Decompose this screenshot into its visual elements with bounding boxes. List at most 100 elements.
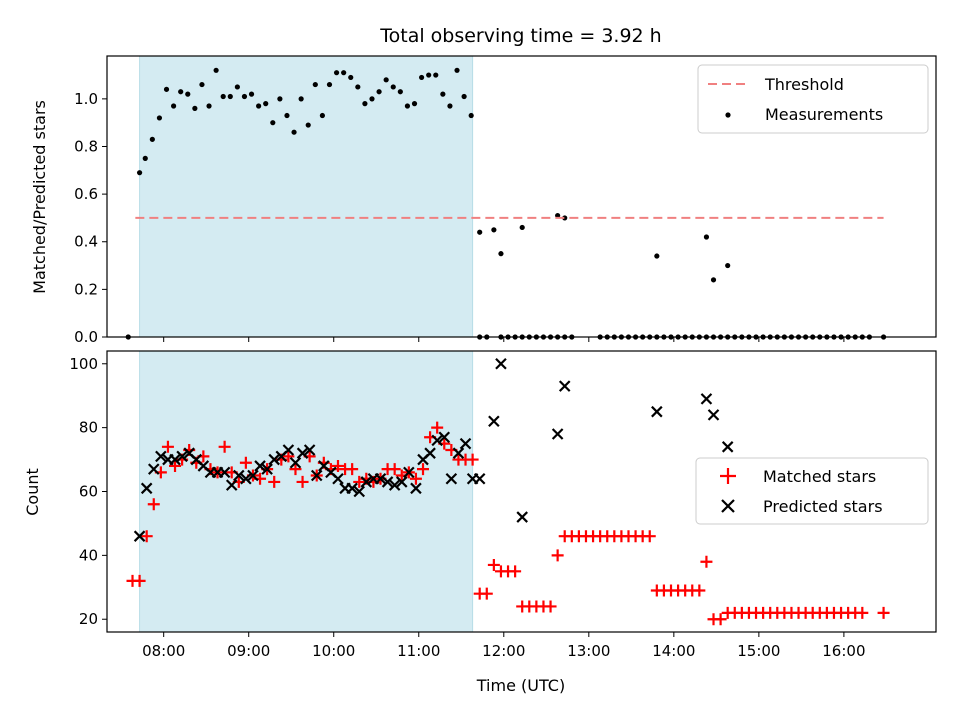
measurement-point xyxy=(491,227,497,233)
predicted-star-point xyxy=(289,456,302,469)
measurement-point xyxy=(411,101,418,107)
predicted-star-point xyxy=(721,441,734,453)
matched-star-point xyxy=(161,440,174,453)
predicted-star-point xyxy=(495,357,507,370)
matched-star-point xyxy=(417,463,430,476)
measurement-point xyxy=(136,170,143,176)
predicted-star-point xyxy=(155,450,167,463)
measurement-point xyxy=(326,81,333,88)
measurement-point xyxy=(220,93,226,100)
top-x-axis xyxy=(163,337,845,342)
measurement-point xyxy=(376,89,382,95)
measurement-point xyxy=(171,103,177,109)
top-y-tick-label: 1.0 xyxy=(74,90,98,108)
measurement-point xyxy=(710,277,717,283)
predicted-star-point xyxy=(388,479,401,491)
measurement-point xyxy=(418,74,425,81)
matched-star-point xyxy=(353,475,366,488)
measurement-point xyxy=(241,93,248,100)
predicted-star-point xyxy=(254,460,266,472)
legend-predicted-swatch xyxy=(721,499,735,513)
matched-star-point xyxy=(346,463,359,476)
measurement-point xyxy=(477,229,483,235)
bottom-x-tick-label: 10:00 xyxy=(312,642,355,660)
bottom-legend-box xyxy=(695,457,929,525)
measurement-point xyxy=(142,155,148,161)
measurement-point xyxy=(369,96,375,102)
top-legend: Threshold Measurements xyxy=(697,64,929,134)
bottom-y-tick-label: 100 xyxy=(69,355,98,373)
measurement-point xyxy=(270,120,276,126)
measurement-point xyxy=(461,93,467,100)
matched-star-point xyxy=(282,450,295,463)
predicted-star-point xyxy=(707,409,720,421)
measurement-point xyxy=(341,70,347,76)
predicted-star-point xyxy=(261,463,273,475)
predicted-star-point xyxy=(303,444,316,456)
measurement-point xyxy=(703,234,710,240)
predicted-star-point xyxy=(424,447,436,459)
predicted-star-point xyxy=(473,472,486,485)
top-y-axis-label: Matched/Predicted stars xyxy=(30,100,49,294)
top-y-axis: 0.0 0.2 0.4 0.6 0.8 1.0 xyxy=(74,90,107,346)
predicted-star-point xyxy=(558,380,571,392)
matched-star-point xyxy=(147,498,160,511)
matched-star-point xyxy=(140,530,153,543)
matched-star-point xyxy=(856,606,869,619)
predicted-star-point xyxy=(374,472,387,485)
predicted-star-point xyxy=(282,444,295,456)
measurement-point xyxy=(725,262,731,269)
predicted-star-point xyxy=(233,469,245,482)
bottom-legend: Matched stars Predicted stars xyxy=(695,457,929,525)
top-frame xyxy=(106,55,937,338)
predicted-star-point xyxy=(169,453,181,466)
predicted-star-point xyxy=(310,469,323,482)
predicted-star-point xyxy=(140,482,153,495)
predicted-star-point xyxy=(551,428,564,440)
matched-star-point xyxy=(714,613,727,626)
measurement-point xyxy=(447,103,453,109)
measurement-point xyxy=(256,103,262,109)
measurement-point xyxy=(213,67,219,73)
matched-star-point xyxy=(693,584,706,597)
measurement-point xyxy=(654,253,660,259)
matched-star-point xyxy=(700,555,713,568)
matched-star-point xyxy=(388,463,401,476)
matched-star-point xyxy=(296,475,309,488)
predicted-star-point xyxy=(445,472,458,485)
predicted-star-point xyxy=(395,476,408,488)
matched-star-point xyxy=(544,600,557,613)
measurement-point xyxy=(312,81,318,88)
measurement-point xyxy=(248,91,255,97)
predicted-star-point xyxy=(360,476,373,488)
predicted-star-point xyxy=(346,482,358,495)
bottom-shaded-span xyxy=(139,350,474,633)
predicted-star-point xyxy=(459,437,472,450)
predicted-star-point xyxy=(332,472,344,485)
matched-star-point xyxy=(431,421,444,434)
matched-star-point xyxy=(331,459,344,472)
bottom-y-tick-label: 20 xyxy=(79,610,98,628)
measurement-point xyxy=(284,112,290,119)
bottom-x-axis: 08:00 09:00 10:00 11:00 12:00 13:00 14:00 15:00… xyxy=(142,632,866,660)
predicted-star-point xyxy=(353,485,366,498)
bottom-panel: 20 40 60 80 100 08:00 09:00 10:00 11:00 12:00 13:… xyxy=(23,350,937,695)
measurement-point xyxy=(433,72,439,78)
measurement-point xyxy=(156,115,163,121)
measurement-point xyxy=(454,67,460,73)
measurement-point xyxy=(348,74,354,81)
matched-star-point xyxy=(409,472,422,485)
legend-measurements-swatch xyxy=(725,112,731,118)
predicted-star-point xyxy=(410,482,422,495)
measurement-point xyxy=(404,103,411,109)
bottom-x-tick-label: 08:00 xyxy=(142,642,185,660)
measurement-point xyxy=(206,103,212,109)
top-y-tick-label: 0.2 xyxy=(74,280,98,298)
measurement-point xyxy=(383,77,389,83)
matched-star-point xyxy=(487,558,500,571)
measurement-point xyxy=(227,93,233,100)
bottom-y-tick-label: 60 xyxy=(79,483,98,501)
measurement-point xyxy=(562,215,568,221)
bottom-y-tick-label: 40 xyxy=(79,546,98,564)
